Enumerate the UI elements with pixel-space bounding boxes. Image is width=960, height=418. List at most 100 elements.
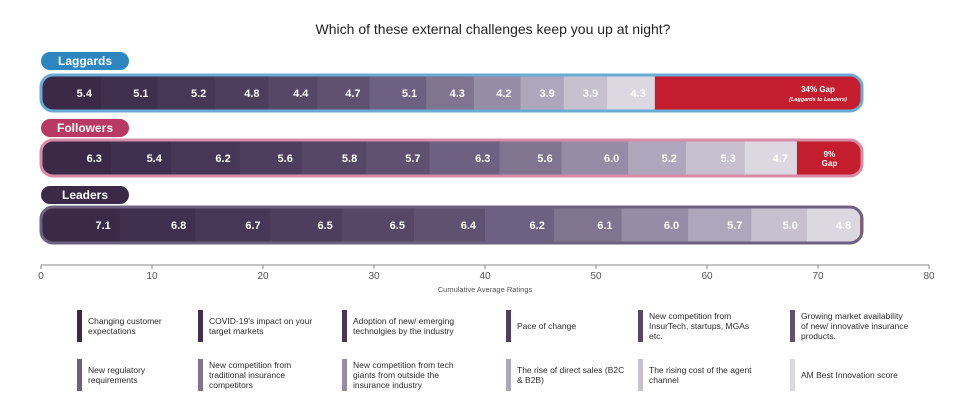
- x-axis: 0 10 20 30 40 50 60 70 80: [38, 264, 935, 282]
- x-tick-label: 30: [368, 271, 380, 282]
- x-tick-label: 50: [590, 271, 602, 282]
- bar-fill-followers: [41, 140, 862, 176]
- segment-value-label: 4.8: [836, 220, 851, 232]
- segment-value-label: 6.4: [461, 220, 477, 232]
- bar-segment: [499, 140, 563, 176]
- bar-segment: [563, 75, 608, 111]
- segment-value-label: 5.7: [727, 220, 742, 232]
- bar-segment: [485, 207, 555, 243]
- bar-outline: [39, 138, 864, 178]
- bar-segment: [688, 207, 752, 243]
- group-label: Leaders: [62, 188, 108, 202]
- segment-value-label: 5.4: [147, 153, 163, 165]
- segment-value-label: 5.6: [537, 153, 552, 165]
- bar-segment: [607, 75, 656, 111]
- bar-segment: [341, 207, 415, 243]
- segment-value-label: 5.4: [77, 88, 93, 100]
- group-label-pill: [41, 52, 129, 70]
- bar-segment: [119, 207, 196, 243]
- bar-segment: [413, 207, 486, 243]
- group-label: Followers: [57, 121, 113, 135]
- bar-segment: [426, 75, 475, 111]
- x-tick-label: 60: [701, 271, 713, 282]
- bar-segment: [685, 140, 746, 176]
- bar-fill-leaders: [41, 207, 862, 243]
- bar-outline: [39, 73, 864, 113]
- x-tick-label: 10: [146, 271, 158, 282]
- bar-segment: [561, 140, 629, 176]
- gap-sublabel: (Laggards to Leaders): [789, 97, 847, 103]
- segment-value-label: 4.8: [244, 88, 259, 100]
- bar-segment: [195, 207, 271, 243]
- segment-value-label: 7.1: [96, 220, 111, 232]
- segment-value-label: 6.0: [604, 153, 619, 165]
- gap-label: 34% Gap: [801, 85, 835, 94]
- bar-segment: [806, 207, 861, 243]
- bar-segment: [744, 140, 798, 176]
- bar-segment: [301, 140, 367, 176]
- bar-segment: [751, 207, 808, 243]
- segment-value-label: 4.7: [773, 153, 788, 165]
- segment-value-label: 6.2: [530, 220, 545, 232]
- x-tick-label: 0: [38, 271, 44, 282]
- bar-segment: [41, 207, 121, 243]
- segment-value-label: 4.3: [450, 88, 465, 100]
- segment-value-label: 6.5: [318, 220, 333, 232]
- bar-segment: [366, 140, 430, 176]
- bar-segment: [170, 140, 241, 176]
- gap-segment: [796, 140, 862, 176]
- bar-fill-laggards: [41, 75, 862, 111]
- gap-sublabel: Gap: [822, 159, 838, 168]
- chart-title: Which of these external challenges keep …: [316, 21, 671, 37]
- segment-value-label: 6.1: [597, 220, 612, 232]
- segment-value-label: 6.2: [215, 153, 230, 165]
- bar-segment: [520, 75, 565, 111]
- bar-segment: [621, 207, 689, 243]
- bar-outline: [39, 205, 864, 245]
- segment-value-label: 3.9: [583, 88, 598, 100]
- segment-value-label: 6.8: [171, 220, 186, 232]
- segment-value-label: 5.1: [402, 88, 417, 100]
- segment-value-label: 6.0: [664, 220, 679, 232]
- group-label-pill: [41, 119, 129, 137]
- segment-value-label: 4.4: [293, 88, 309, 100]
- bar-segment: [41, 75, 102, 111]
- segment-value-label: 4.3: [631, 88, 646, 100]
- bar-segment: [239, 140, 303, 176]
- segment-value-label: 5.0: [783, 220, 798, 232]
- bar-segment: [473, 75, 522, 111]
- segment-value-label: 4.2: [496, 88, 511, 100]
- segment-value-label: 5.3: [720, 153, 735, 165]
- segment-value-label: 4.7: [345, 88, 360, 100]
- gap-segment: [654, 75, 862, 111]
- group-label: Laggards: [58, 54, 112, 68]
- x-axis-label: Cumulative Average Ratings: [438, 285, 533, 294]
- segment-value-label: 6.7: [245, 220, 260, 232]
- bar-segment: [553, 207, 623, 243]
- segment-value-label: 5.2: [191, 88, 206, 100]
- x-tick-label: 20: [257, 271, 269, 282]
- bar-segment: [215, 75, 270, 111]
- group-label-pill: [41, 186, 129, 204]
- x-tick-label: 70: [812, 271, 824, 282]
- x-tick-label: 40: [479, 271, 491, 282]
- bar-segment: [268, 75, 318, 111]
- bar-segment: [628, 140, 687, 176]
- bar-segment: [429, 140, 500, 176]
- segment-value-label: 6.3: [87, 153, 102, 165]
- x-tick-label: 80: [923, 271, 935, 282]
- segment-value-label: 5.6: [278, 153, 293, 165]
- bar-segment: [369, 75, 427, 111]
- bar-segment: [269, 207, 343, 243]
- bar-segment: [100, 75, 159, 111]
- segment-value-label: 5.8: [342, 153, 357, 165]
- bar-segment: [41, 140, 112, 176]
- segment-value-label: 3.9: [540, 88, 555, 100]
- segment-value-label: 5.1: [133, 88, 148, 100]
- segment-value-label: 5.2: [662, 153, 677, 165]
- bar-segment: [317, 75, 371, 111]
- bar-group-leaders: 7.1 6.8 6.7 6.5 6.5 6.4 6.2 6.1 6.0 5.7 5.0 4.8 Lead…: [39, 186, 864, 245]
- gap-label: 9%: [824, 150, 836, 159]
- bar-group-followers: 6.3 5.4 6.2 5.6 5.8 5.7 6.3 5.6 6.0 5.2 5.3 4.7 9%Ga…: [39, 119, 864, 178]
